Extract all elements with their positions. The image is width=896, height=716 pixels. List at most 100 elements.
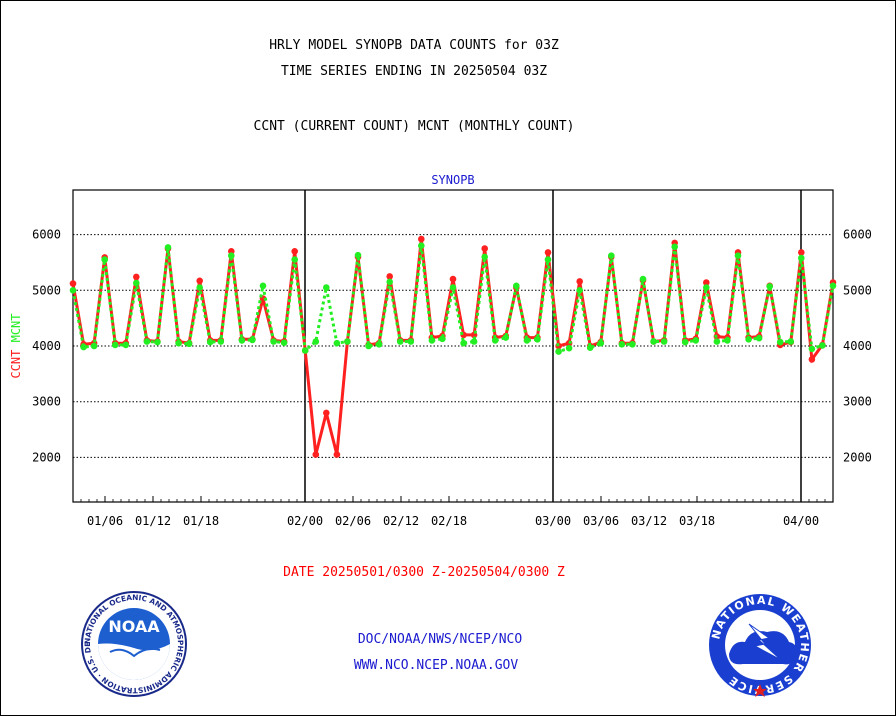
data-point-mcnt	[249, 336, 256, 344]
date-range-label: DATE 20250501/0300 Z-20250504/0300 Z	[283, 565, 565, 580]
x-tick-label: 02/00	[287, 514, 323, 528]
data-point-mcnt	[650, 338, 657, 345]
noaa-logo-text: NOAA	[108, 617, 160, 636]
y-tick-label-right: 6000	[843, 228, 872, 242]
y-axis-label-mcnt: MCNT	[9, 313, 23, 342]
data-point-ccnt	[291, 248, 299, 255]
y-axis-label-ccnt: CCNT	[9, 342, 23, 378]
data-point-mcnt	[755, 334, 763, 342]
y-tick-label-left: 5000	[32, 283, 61, 297]
data-point-mcnt	[565, 344, 573, 352]
data-point-mcnt	[555, 348, 562, 355]
data-point-mcnt	[185, 340, 193, 348]
y-tick-label-right: 5000	[843, 283, 872, 297]
data-point-mcnt	[776, 338, 784, 346]
data-point-ccnt	[196, 277, 203, 285]
data-point-mcnt	[713, 338, 721, 345]
data-point-ccnt	[312, 451, 320, 458]
x-tick-label: 01/18	[183, 514, 219, 528]
data-point-mcnt	[133, 279, 140, 287]
data-point-mcnt	[101, 256, 108, 263]
x-tick-label: 01/12	[135, 514, 171, 528]
x-tick-label: 03/12	[631, 514, 667, 528]
data-point-mcnt	[724, 337, 731, 344]
data-point-mcnt	[280, 339, 288, 347]
x-tick-label: 03/06	[583, 514, 619, 528]
data-point-mcnt	[734, 252, 742, 259]
data-point-mcnt	[523, 337, 531, 344]
data-point-mcnt	[228, 252, 235, 259]
plot-title: SYNOPB	[431, 173, 474, 187]
y-tick-label-right: 2000	[843, 450, 872, 464]
data-point-mcnt	[481, 253, 489, 261]
x-tick-label: 02/06	[335, 514, 371, 528]
data-point-mcnt	[671, 243, 678, 251]
nws-logo: NATIONAL WEATHER SERVICE	[709, 594, 811, 697]
data-point-mcnt	[291, 256, 299, 263]
data-point-ccnt	[133, 273, 140, 281]
y-tick-label-right: 3000	[843, 395, 872, 409]
y-tick-label-left: 2000	[32, 450, 61, 464]
data-point-mcnt	[344, 338, 351, 345]
data-point-mcnt	[470, 338, 478, 345]
x-tick-label: 02/18	[431, 514, 467, 528]
data-point-mcnt	[164, 244, 172, 251]
y-axis-label: CCNT MCNT	[9, 313, 23, 378]
data-point-mcnt	[396, 338, 404, 345]
data-point-mcnt	[407, 338, 415, 345]
data-point-mcnt	[375, 341, 383, 348]
data-point-mcnt	[259, 282, 267, 290]
data-point-mcnt	[460, 339, 467, 347]
y-tick-label-left: 4000	[32, 339, 61, 353]
data-point-mcnt	[703, 284, 710, 291]
series-line-ccnt	[71, 238, 835, 455]
data-point-ccnt	[449, 275, 457, 283]
data-point-mcnt	[449, 284, 457, 291]
chart-title-line2: TIME SERIES ENDING IN 20250504 03Z	[280, 64, 548, 79]
data-point-mcnt	[206, 338, 214, 346]
x-tick-label: 03/00	[535, 514, 571, 528]
data-point-ccnt	[544, 249, 552, 256]
data-point-ccnt	[386, 273, 394, 280]
data-point-mcnt	[365, 342, 372, 350]
x-tick-label: 02/12	[383, 514, 419, 528]
data-point-mcnt	[681, 338, 689, 346]
data-point-mcnt	[418, 242, 425, 249]
data-point-ccnt	[323, 409, 330, 417]
data-point-ccnt	[481, 245, 489, 252]
data-point-mcnt	[111, 341, 119, 349]
data-point-mcnt	[143, 338, 151, 345]
data-point-mcnt	[819, 342, 826, 349]
data-point-mcnt	[597, 339, 605, 347]
data-point-ccnt	[798, 249, 805, 256]
data-point-mcnt	[808, 345, 816, 353]
data-point-mcnt	[513, 282, 520, 290]
data-point-mcnt	[175, 339, 182, 347]
data-point-mcnt	[576, 287, 583, 294]
data-point-mcnt	[629, 341, 636, 348]
chart-title-line1: HRLY MODEL SYNOPB DATA COUNTS for 03Z	[269, 38, 559, 53]
data-point-mcnt	[608, 252, 615, 259]
data-point-mcnt	[639, 275, 647, 283]
data-point-mcnt	[386, 278, 394, 286]
data-point-mcnt	[69, 287, 77, 294]
x-tick-label: 04/00	[783, 514, 819, 528]
data-point-mcnt	[439, 335, 446, 343]
data-point-ccnt	[703, 279, 710, 286]
data-point-mcnt	[618, 341, 626, 348]
data-point-mcnt	[354, 251, 362, 259]
website-link[interactable]: WWW.NCO.NCEP.NOAA.GOV	[353, 658, 519, 673]
y-tick-label-left: 6000	[32, 228, 61, 242]
data-point-mcnt	[502, 334, 510, 341]
data-point-mcnt	[798, 254, 805, 262]
data-point-mcnt	[829, 282, 837, 290]
data-point-mcnt	[692, 337, 700, 344]
data-point-mcnt	[312, 338, 320, 345]
x-tick-label: 01/06	[87, 514, 123, 528]
data-point-mcnt	[323, 284, 330, 291]
y-tick-label-left: 3000	[32, 395, 61, 409]
data-point-ccnt	[576, 278, 583, 285]
data-point-mcnt	[544, 256, 552, 263]
data-point-ccnt	[69, 280, 77, 287]
